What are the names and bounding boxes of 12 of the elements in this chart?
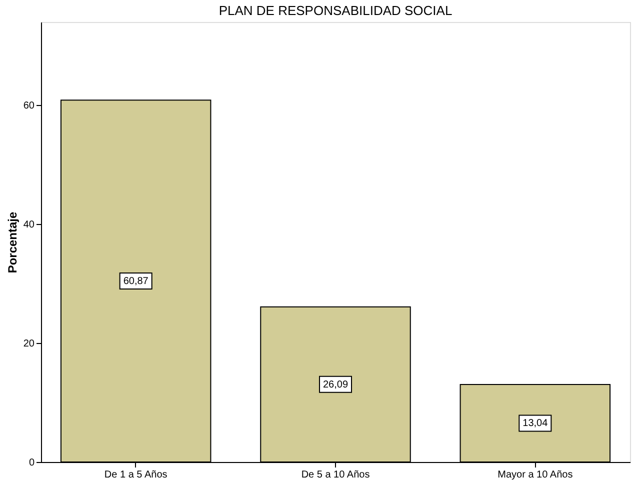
chart-title: PLAN DE RESPONSABILIDAD SOCIAL bbox=[218, 3, 452, 18]
x-tick-label: Mayor a 10 Años bbox=[498, 470, 573, 480]
data-label: 13,04 bbox=[522, 418, 548, 430]
y-axis-title: Porcentaje bbox=[5, 211, 20, 274]
data-label: 26,09 bbox=[322, 379, 348, 390]
y-tick-label: 20 bbox=[23, 338, 35, 350]
x-tick-label: De 1 a 5 Años bbox=[104, 470, 168, 480]
y-tick-label: 60 bbox=[23, 100, 35, 112]
data-label: 60,87 bbox=[123, 276, 149, 288]
y-tick-label: 0 bbox=[28, 458, 35, 468]
x-tick-label: De 5 a 10 Años bbox=[301, 470, 370, 480]
y-tick-label: 40 bbox=[23, 220, 35, 231]
